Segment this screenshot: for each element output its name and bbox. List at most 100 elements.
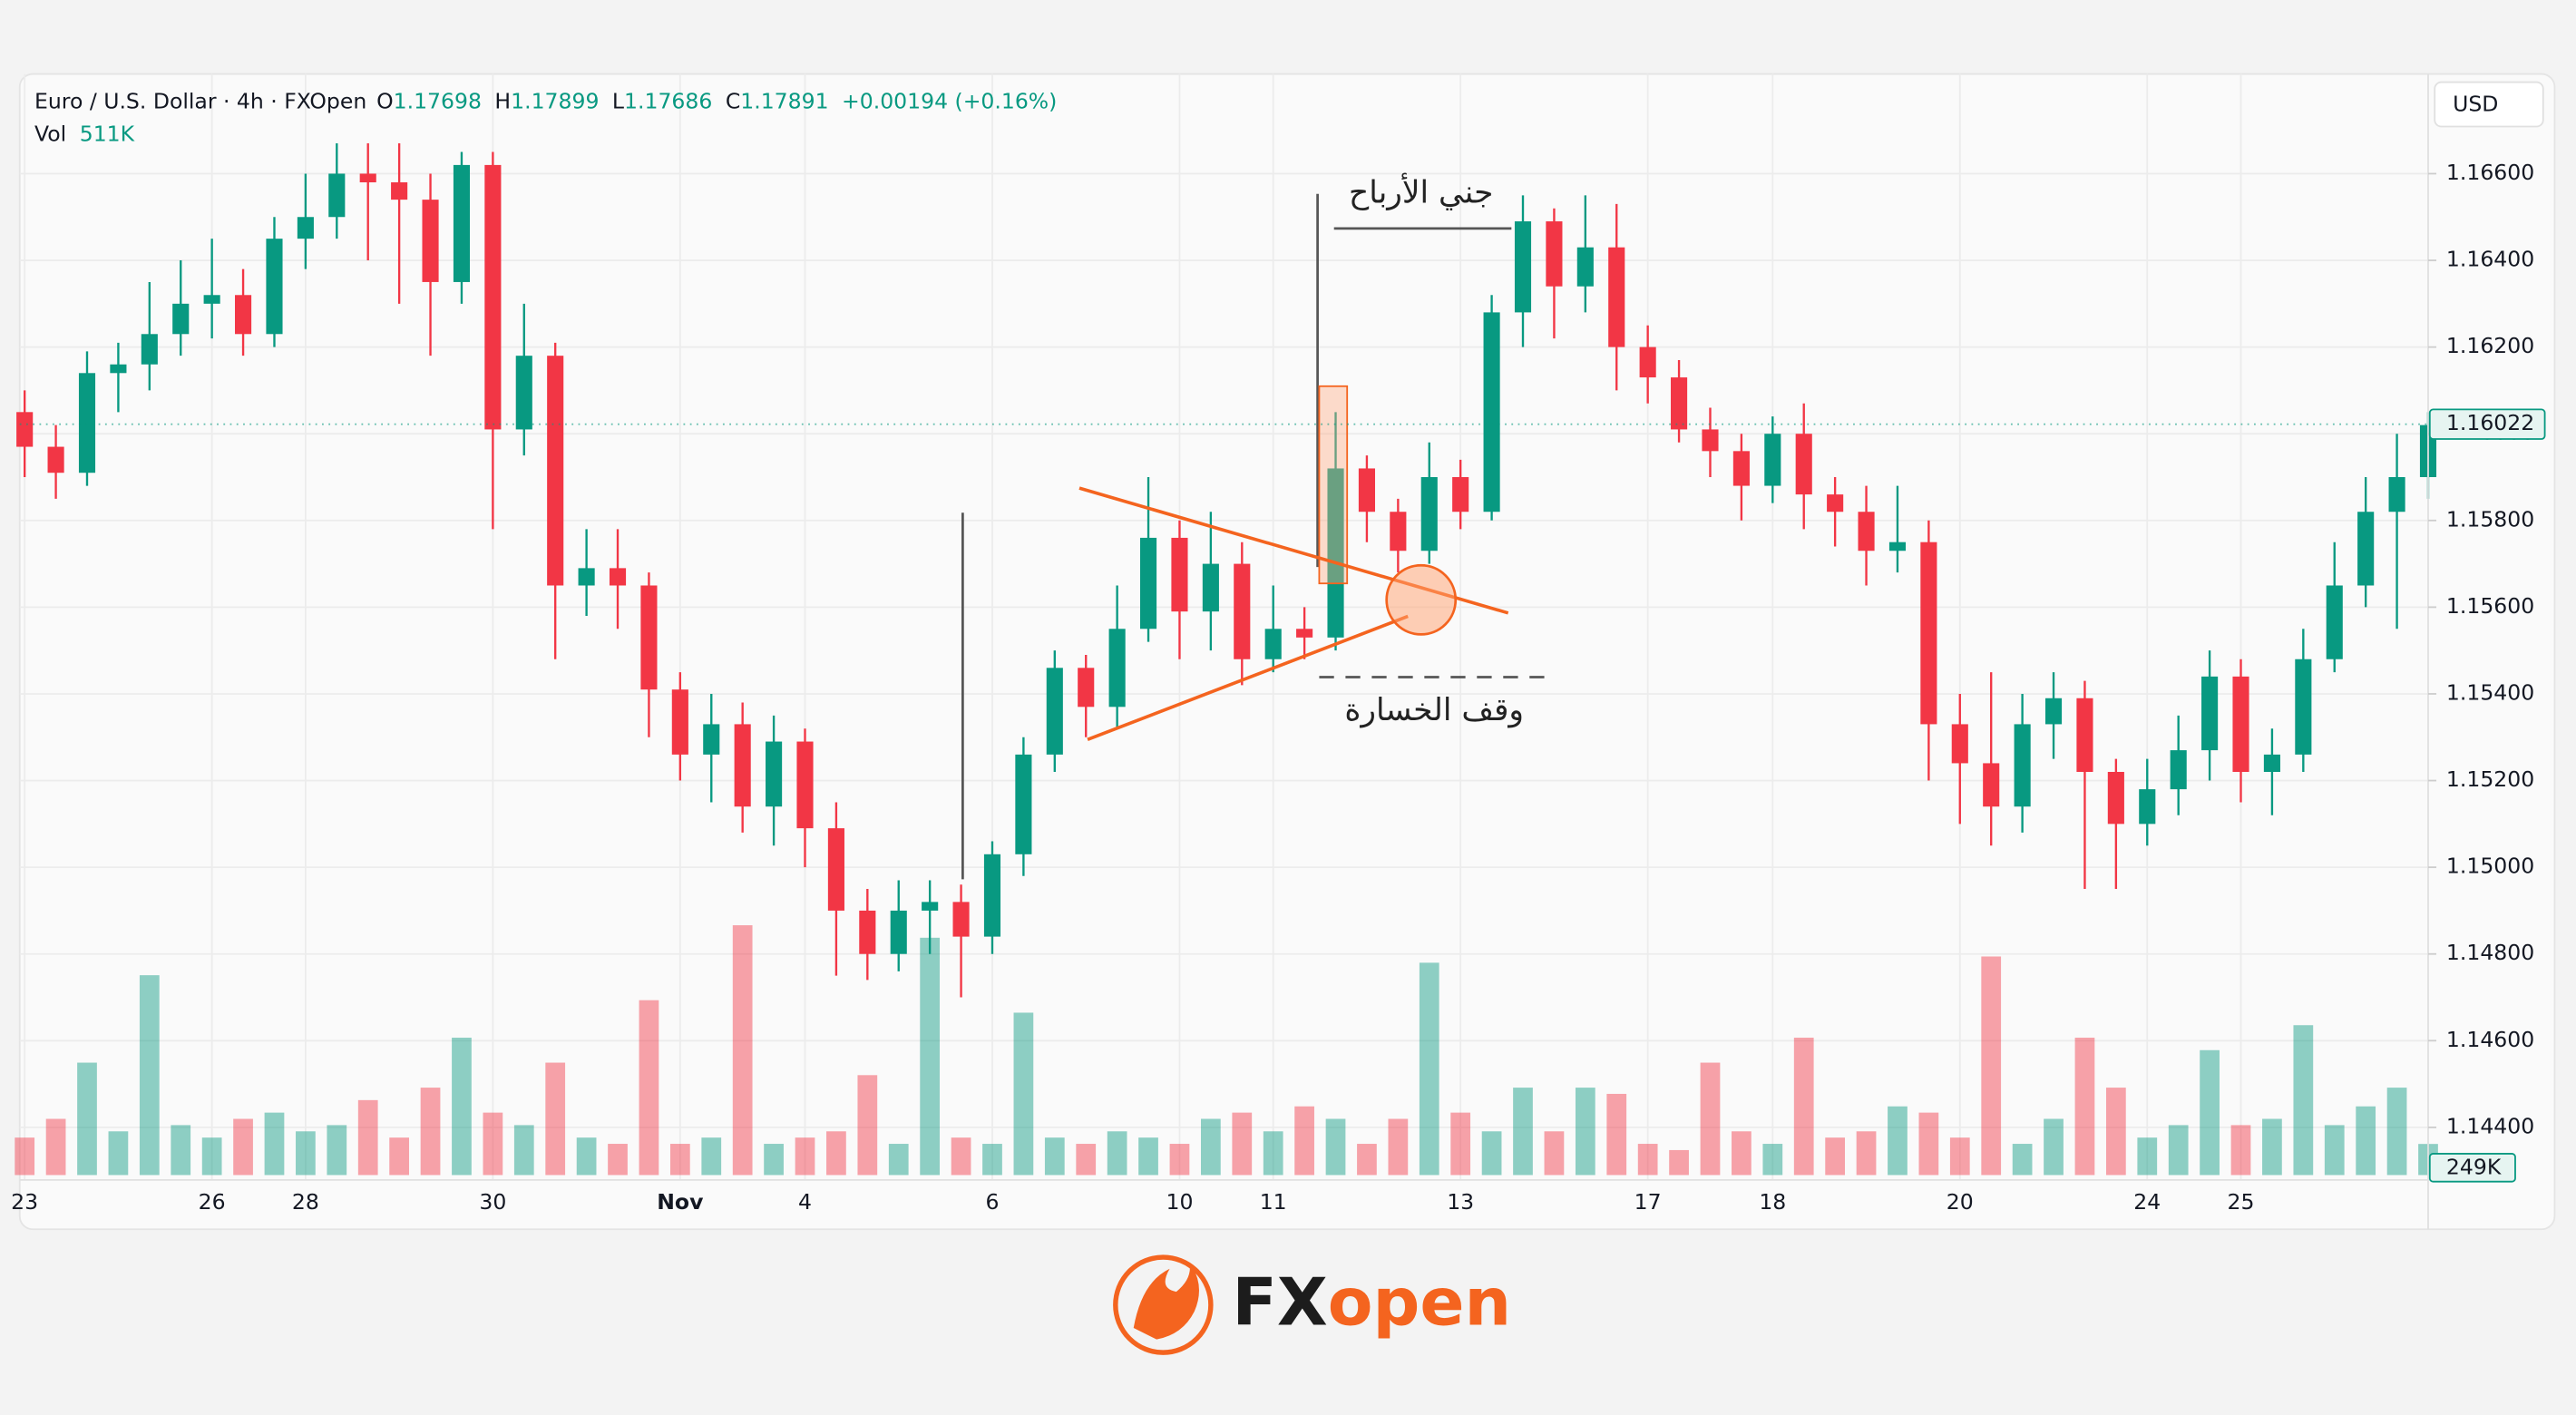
y-tick-label: 1.15000: [2446, 854, 2534, 879]
candle-body: [328, 173, 346, 218]
y-tick-label: 1.16600: [2446, 160, 2534, 185]
candle-body: [890, 910, 907, 954]
volume-bar: [1762, 1144, 1783, 1176]
volume-bar: [296, 1131, 316, 1176]
volume-bar: [639, 1000, 659, 1176]
candle-body: [983, 854, 1001, 937]
candle-body: [16, 412, 34, 447]
unit-button[interactable]: [2434, 81, 2544, 128]
candle-body: [1358, 468, 1375, 512]
y-tick-label: 1.15400: [2446, 679, 2534, 705]
volume-bar: [1793, 1038, 1814, 1176]
grid: [19, 73, 2428, 1180]
volume-bar: [1637, 1144, 1658, 1176]
volume-bar: [1044, 1137, 1065, 1176]
candle-body: [2263, 754, 2280, 772]
candle-body: [2139, 789, 2156, 825]
candle-body: [515, 356, 532, 430]
volume-bar: [1076, 1144, 1097, 1176]
volume-bar: [2012, 1144, 2033, 1176]
volume-bar: [357, 1099, 378, 1176]
last-price-box: [2428, 408, 2546, 440]
y-tick-label: 1.14400: [2446, 1113, 2534, 1138]
candle-body: [1108, 629, 1126, 708]
candle-body: [297, 217, 314, 239]
candle-body: [1139, 537, 1157, 629]
unit-label[interactable]: USD: [2453, 91, 2498, 116]
candle-body: [1420, 477, 1438, 551]
y-tick-label: 1.15600: [2446, 593, 2534, 619]
candle-body: [796, 741, 814, 829]
y-tick-label: 1.14800: [2446, 940, 2534, 965]
candle-body: [172, 303, 190, 335]
volume-bar: [732, 925, 753, 1176]
candle-body: [484, 164, 502, 430]
last-volume-label: 249K: [2446, 1155, 2502, 1180]
change-value: +0.00194 (+0.16%): [842, 88, 1057, 113]
volume-bar: [1013, 1012, 1034, 1176]
volume-bar: [1107, 1131, 1127, 1176]
candle-body: [547, 356, 564, 586]
l-label: L: [612, 88, 624, 113]
candle-body: [2170, 750, 2187, 790]
candle-body: [47, 446, 64, 473]
volume-bar: [2293, 1025, 2314, 1176]
volume-bar: [1325, 1118, 1346, 1176]
volume-bar: [1232, 1112, 1253, 1176]
volume-value: 511K: [80, 121, 135, 146]
candle-body: [1514, 221, 1532, 313]
stop-loss-label: وقف الخسارة: [1344, 692, 1524, 728]
candle-body: [235, 295, 252, 335]
candle-body: [2295, 659, 2312, 755]
candle-body: [952, 902, 970, 937]
x-tick-label: 4: [798, 1189, 812, 1215]
x-tick-label: 28: [292, 1189, 319, 1215]
volume-bar: [2044, 1118, 2064, 1176]
candle-body: [1983, 763, 2000, 807]
volume-bar: [1388, 1118, 1409, 1176]
x-tick-label: 23: [11, 1189, 38, 1215]
candle-body: [1920, 542, 1937, 725]
volume-bar: [2168, 1125, 2189, 1176]
volume-bar: [1981, 956, 2002, 1176]
volume-bar: [513, 1125, 534, 1176]
logo-text: FXopen: [1232, 1264, 1511, 1341]
breakout-box: [1318, 385, 1349, 585]
x-tick-label: 24: [2133, 1189, 2161, 1215]
triangle-lower: [1087, 614, 1409, 742]
candle-body: [1046, 668, 1063, 755]
volume-bar: [701, 1137, 722, 1176]
candle-body: [1639, 346, 1656, 378]
volume-bar: [1450, 1112, 1471, 1176]
volume-bar: [1949, 1137, 1970, 1176]
volume-bar: [2356, 1106, 2376, 1176]
candle-layer: [16, 143, 2437, 998]
volume-bar: [795, 1137, 815, 1176]
volume-bar: [1357, 1144, 1377, 1176]
volume-bar: [327, 1125, 347, 1176]
volume-bar: [982, 1144, 1002, 1176]
axis-layer: 1.14400 1.14600 1.14800 1.15000 1.15200 1.154…: [11, 160, 2546, 1215]
volume-bar: [1513, 1088, 1533, 1176]
candle-body: [827, 828, 844, 911]
candle-body: [1202, 563, 1219, 612]
candle-body: [453, 164, 471, 282]
logo-open: open: [1328, 1264, 1511, 1341]
volume-bar: [233, 1118, 253, 1176]
volume-bar: [576, 1137, 597, 1176]
volume-bar: [1544, 1131, 1565, 1176]
volume-label: Vol: [34, 121, 66, 146]
volume-bar: [45, 1118, 66, 1176]
x-tick-label: 17: [1634, 1189, 1662, 1215]
volume-bar: [857, 1075, 878, 1176]
candle-body: [1764, 434, 1781, 486]
volume-bar: [139, 975, 160, 1176]
chart-panel: [18, 73, 2556, 1231]
volume-bar: [2137, 1137, 2158, 1176]
candle-body: [2044, 698, 2063, 725]
last-price-label: 1.16022: [2446, 410, 2534, 435]
candle-body: [1827, 494, 1844, 512]
volume-bar: [2262, 1118, 2282, 1176]
candle-body: [609, 568, 627, 586]
